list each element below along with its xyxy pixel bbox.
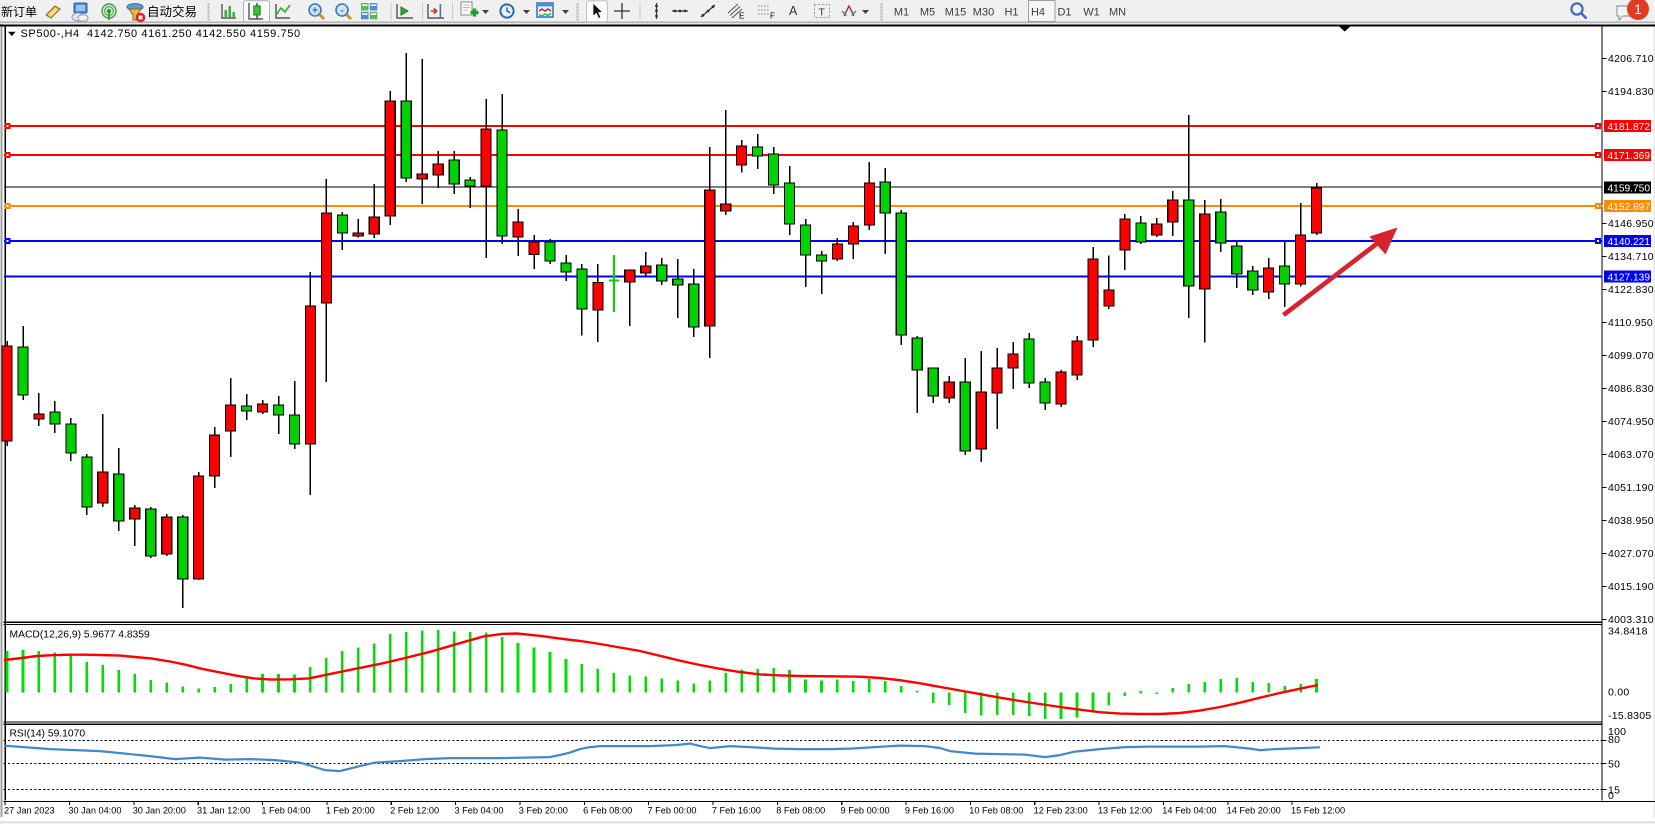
svg-text:4099.070: 4099.070: [1608, 350, 1654, 362]
svg-text:9 Feb 16:00: 9 Feb 16:00: [905, 806, 954, 816]
svg-text:7 Feb 00:00: 7 Feb 00:00: [648, 806, 697, 816]
svg-text:100: 100: [1608, 726, 1626, 738]
svg-text:4206.710: 4206.710: [1608, 53, 1654, 65]
svg-text:30 Jan 20:00: 30 Jan 20:00: [133, 806, 186, 816]
svg-text:1 Feb 20:00: 1 Feb 20:00: [326, 806, 375, 816]
svg-text:4015.190: 4015.190: [1608, 581, 1654, 593]
svg-text:34.8418: 34.8418: [1608, 626, 1648, 638]
svg-text:新订单: 新订单: [1, 4, 37, 19]
svg-text:E: E: [739, 12, 744, 21]
svg-text:4110.950: 4110.950: [1608, 317, 1653, 329]
svg-text:M5: M5: [920, 7, 935, 19]
svg-text:4134.710: 4134.710: [1608, 251, 1654, 263]
svg-text:2 Feb 12:00: 2 Feb 12:00: [390, 806, 439, 816]
svg-text:4159.750: 4159.750: [1608, 183, 1651, 194]
svg-text:4038.950: 4038.950: [1608, 515, 1654, 527]
svg-text:自动交易: 自动交易: [147, 4, 197, 19]
svg-text:0: 0: [1608, 790, 1614, 802]
svg-text:15 Feb 12:00: 15 Feb 12:00: [1291, 806, 1345, 816]
svg-text:MN: MN: [1109, 7, 1126, 19]
svg-text:4140.221: 4140.221: [1608, 237, 1651, 248]
svg-text:50: 50: [1608, 759, 1620, 771]
svg-text:+: +: [312, 6, 318, 17]
svg-text:14 Feb 04:00: 14 Feb 04:00: [1162, 806, 1216, 816]
svg-text:4171.369: 4171.369: [1608, 151, 1651, 162]
svg-text:6 Feb 08:00: 6 Feb 08:00: [583, 806, 632, 816]
svg-text:RSI(14) 59.1070: RSI(14) 59.1070: [10, 729, 86, 740]
svg-text:10 Feb 08:00: 10 Feb 08:00: [969, 806, 1023, 816]
svg-text:12 Feb 23:00: 12 Feb 23:00: [1034, 806, 1088, 816]
svg-text:4122.830: 4122.830: [1608, 284, 1654, 296]
svg-text:W1: W1: [1083, 7, 1100, 19]
svg-text:M1: M1: [894, 7, 909, 19]
svg-text:H4: H4: [1031, 7, 1045, 19]
svg-text:M30: M30: [973, 7, 994, 19]
svg-text:13 Feb 12:00: 13 Feb 12:00: [1098, 806, 1152, 816]
svg-text:A: A: [789, 4, 798, 18]
svg-text:H1: H1: [1004, 7, 1018, 19]
svg-text:4086.830: 4086.830: [1608, 383, 1654, 395]
svg-text:7 Feb 16:00: 7 Feb 16:00: [712, 806, 761, 816]
svg-text:8 Feb 08:00: 8 Feb 08:00: [776, 806, 825, 816]
svg-text:4074.950: 4074.950: [1608, 416, 1654, 428]
svg-text:14 Feb 20:00: 14 Feb 20:00: [1227, 806, 1281, 816]
svg-text:9 Feb 00:00: 9 Feb 00:00: [841, 806, 890, 816]
svg-text:4003.310: 4003.310: [1608, 614, 1654, 626]
svg-text:SP500-,H4 4142.750 4161.250 4: SP500-,H4 4142.750 4161.250 4142.550 415…: [21, 28, 301, 40]
svg-text:0.00: 0.00: [1608, 687, 1629, 699]
svg-text:-: -: [340, 6, 343, 17]
svg-text:4027.070: 4027.070: [1608, 548, 1654, 560]
svg-text:T: T: [819, 7, 826, 19]
svg-text:4194.830: 4194.830: [1608, 86, 1654, 98]
svg-text:F: F: [770, 12, 775, 21]
svg-text:1: 1: [1634, 1, 1642, 17]
svg-text:3 Feb 20:00: 3 Feb 20:00: [519, 806, 568, 816]
svg-text:4152.897: 4152.897: [1608, 202, 1651, 213]
svg-text:D1: D1: [1057, 7, 1071, 19]
svg-text:4063.070: 4063.070: [1608, 449, 1654, 461]
svg-text:27 Jan 2023: 27 Jan 2023: [4, 806, 55, 816]
svg-text:4181.872: 4181.872: [1608, 122, 1651, 133]
svg-text:MACD(12,26,9) 5.9677 4.8359: MACD(12,26,9) 5.9677 4.8359: [10, 630, 151, 641]
svg-text:3 Feb 04:00: 3 Feb 04:00: [454, 806, 503, 816]
svg-text:80: 80: [1608, 734, 1620, 746]
svg-text:4051.190: 4051.190: [1608, 482, 1654, 494]
svg-text:1 Feb 04:00: 1 Feb 04:00: [261, 806, 310, 816]
svg-text:4127.139: 4127.139: [1608, 272, 1651, 283]
svg-text:15: 15: [1608, 784, 1620, 796]
svg-text:31 Jan 12:00: 31 Jan 12:00: [197, 806, 250, 816]
svg-text:4146.950: 4146.950: [1608, 218, 1654, 230]
svg-text:-15.8305: -15.8305: [1608, 710, 1651, 722]
svg-text:30 Jan 04:00: 30 Jan 04:00: [68, 806, 121, 816]
svg-text:M15: M15: [945, 7, 966, 19]
